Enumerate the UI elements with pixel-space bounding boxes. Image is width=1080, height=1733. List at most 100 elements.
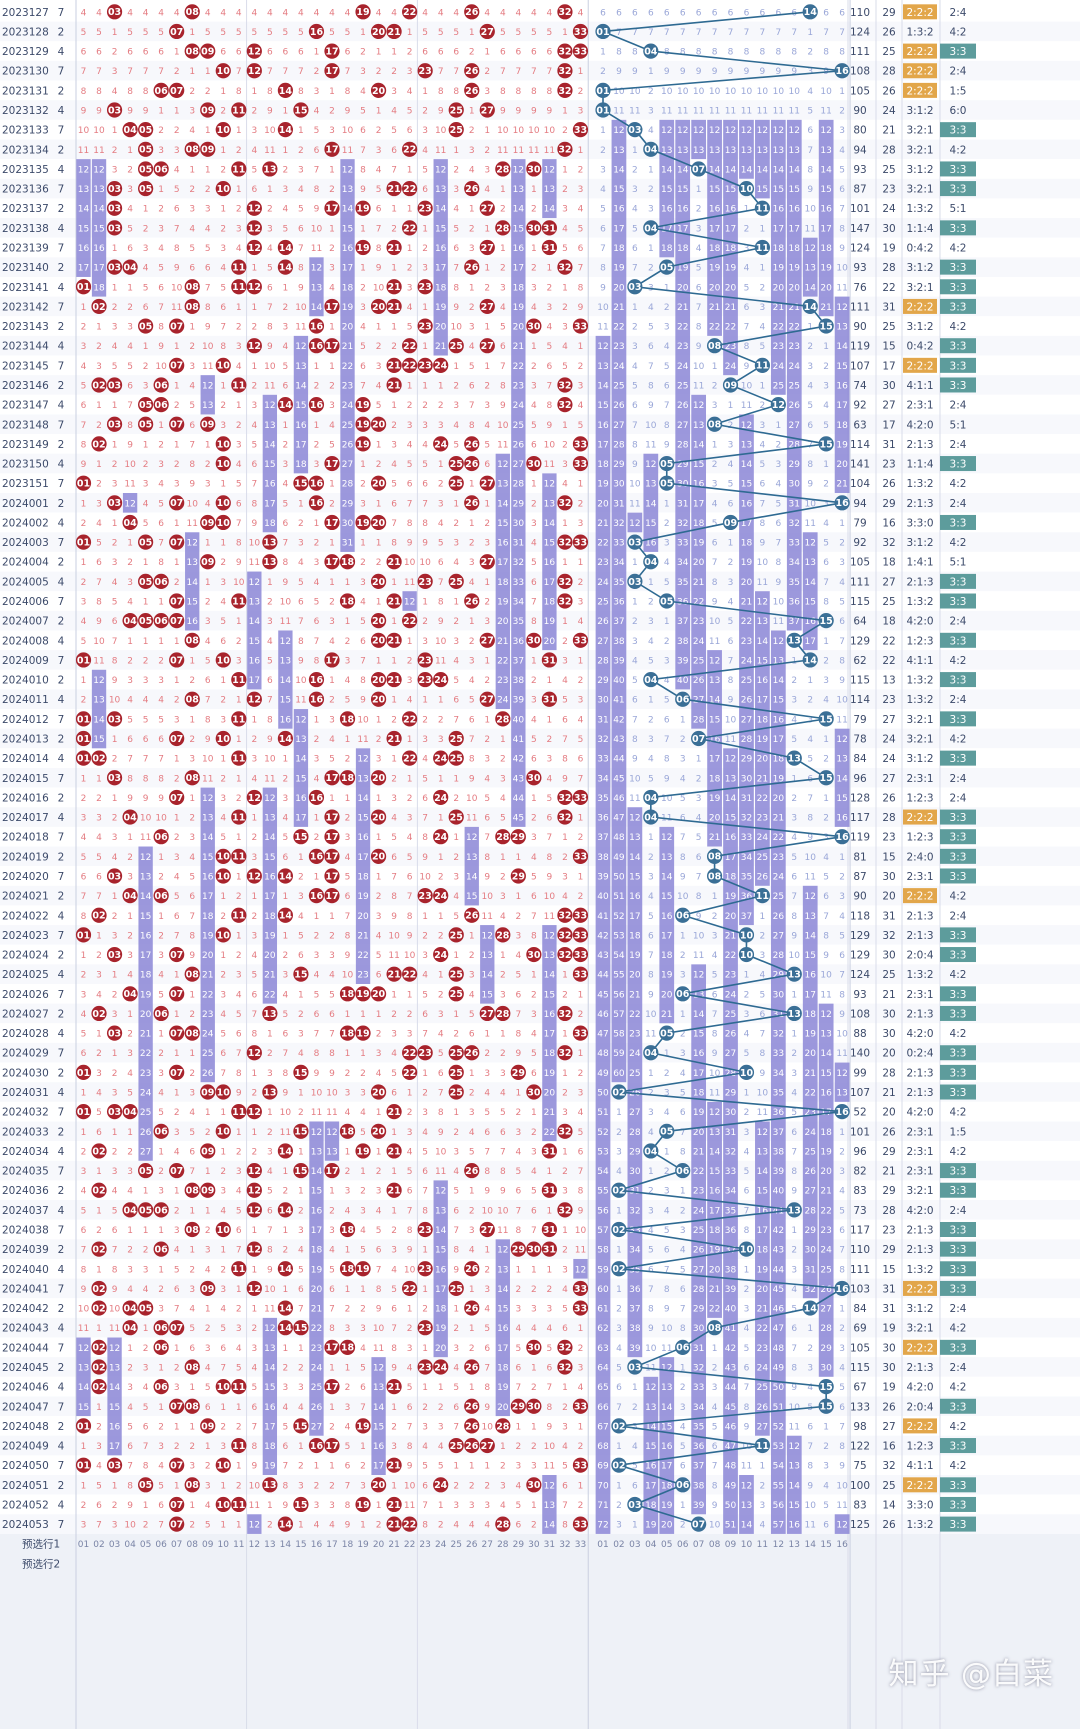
blue-omission-value: 27 <box>677 421 688 431</box>
red-omission-value: 23 <box>342 381 353 391</box>
ratio-value: 4:2:0 <box>906 1382 933 1394</box>
red-omission-value: 20 <box>357 912 369 922</box>
blue-omission-value: 19 <box>757 735 769 745</box>
blue-ball-number: 06 <box>676 1166 690 1177</box>
blue-omission-value: 15 <box>757 1187 768 1197</box>
red-omission-value: 18 <box>497 578 509 588</box>
red-omission-value: 8 <box>345 87 351 97</box>
red-omission-value: 1 <box>469 617 475 627</box>
blue-omission-value: 3 <box>680 755 686 765</box>
mod-value: 4 <box>58 105 65 117</box>
red-omission-value: 1 <box>376 48 382 58</box>
red-omission-value: 2 <box>391 421 397 431</box>
red-omission-value: 19 <box>435 1324 447 1334</box>
red-omission-value: 6 <box>407 1187 413 1197</box>
period-label: 2023134 <box>2 144 49 156</box>
blue-omission-value: 15 <box>613 185 624 195</box>
red-omission-value: 8 <box>236 87 242 97</box>
red-ball-number: 08 <box>186 1362 200 1373</box>
blue-omission-value: 2 <box>648 87 654 97</box>
red-omission-value: 15 <box>482 990 493 1000</box>
red-omission-value: 7 <box>484 1147 490 1157</box>
red-ball-number: 27 <box>481 105 494 116</box>
red-omission-value: 1 <box>112 519 118 529</box>
ratio-value: 4:1:1 <box>906 1460 933 1472</box>
pattern-value: 3:3 <box>950 851 967 863</box>
red-ball-number: 33 <box>574 793 587 804</box>
red-omission-value: 2 <box>469 224 475 234</box>
blue-omission-value: 9 <box>760 539 766 549</box>
red-omission-value: 6 <box>81 872 87 882</box>
red-ball-number: 22 <box>403 341 416 352</box>
period-label: 2024034 <box>2 1146 49 1158</box>
red-omission-value: 18 <box>264 1442 276 1452</box>
blue-omission-value: 2 <box>823 814 829 824</box>
red-omission-value: 4 <box>329 735 335 745</box>
red-omission-value: 6 <box>314 146 320 156</box>
red-omission-value: 15 <box>186 598 197 608</box>
red-omission-value: 1 <box>205 1108 211 1118</box>
period-label: 2024042 <box>2 1303 49 1315</box>
blue-omission-value: 7 <box>775 539 781 549</box>
blue-omission-value: 6 <box>632 244 638 254</box>
red-omission-value: 12 <box>78 1344 89 1354</box>
red-omission-value: 6 <box>391 146 397 156</box>
blue-ball-number: 03 <box>628 125 641 136</box>
red-ball-number: 08 <box>186 1480 200 1491</box>
blue-omission-value: 3 <box>791 1069 797 1079</box>
red-omission-value: 1 <box>438 1501 444 1511</box>
red-ball-number: 14 <box>279 1205 293 1216</box>
red-ball-number: 20 <box>372 989 386 1000</box>
span-value: 28 <box>882 812 895 824</box>
blue-omission-value: 9 <box>632 755 638 765</box>
blue-omission-value: 30 <box>693 1324 705 1334</box>
blue-omission-value: 43 <box>613 735 624 745</box>
blue-omission-value: 9 <box>775 578 781 588</box>
red-omission-value: 23 <box>311 1344 322 1354</box>
red-omission-value: 4 <box>127 598 133 608</box>
red-omission-value: 5 <box>112 1206 118 1216</box>
red-omission-value: 12 <box>311 264 322 274</box>
blue-omission-value: 49 <box>773 1363 785 1373</box>
red-omission-value: 15 <box>497 1305 508 1315</box>
red-omission-value: 4 <box>531 1167 537 1177</box>
red-omission-value: 1 <box>345 617 351 627</box>
red-omission-value: 1 <box>407 244 413 254</box>
red-omission-value: 19 <box>202 931 214 941</box>
red-omission-value: 9 <box>251 519 257 529</box>
red-omission-value: 13 <box>544 185 555 195</box>
red-ball-number: 29 <box>512 871 525 882</box>
blue-omission-value: 30 <box>741 774 753 784</box>
blue-omission-value: 24 <box>629 1049 641 1059</box>
red-omission-value: 6 <box>96 48 102 58</box>
red-omission-value: 7 <box>531 67 537 77</box>
red-omission-value: 6 <box>267 283 273 293</box>
blue-omission-value: 1 <box>648 833 654 843</box>
red-omission-value: 1 <box>329 539 335 549</box>
red-omission-value: 3 <box>189 1462 195 1472</box>
red-omission-value: 16 <box>264 872 276 882</box>
red-omission-value: 1 <box>174 1187 180 1197</box>
red-omission-value: 6 <box>81 48 87 58</box>
red-omission-value: 3 <box>391 87 397 97</box>
red-omission-value: 8 <box>469 421 475 431</box>
blue-omission-value: 37 <box>773 1128 784 1138</box>
red-omission-value: 3 <box>453 1147 459 1157</box>
red-omission-value: 1 <box>220 381 226 391</box>
period-label: 2023128 <box>2 26 49 38</box>
blue-omission-value: 6 <box>680 8 686 18</box>
blue-omission-value: 9 <box>648 1324 654 1334</box>
red-omission-value: 1 <box>205 165 211 175</box>
red-omission-value: 2 <box>158 205 164 215</box>
red-omission-value: 39 <box>513 696 525 706</box>
blue-omission-value: 1 <box>680 1187 686 1197</box>
red-omission-value: 5 <box>96 853 102 863</box>
red-ball-number: 26 <box>465 86 479 97</box>
red-omission-value: 3 <box>453 637 459 647</box>
red-ball-number: 32 <box>558 380 571 391</box>
span-value: 21 <box>882 125 895 137</box>
blue-omission-value: 13 <box>836 1089 847 1099</box>
red-omission-value: 2 <box>360 558 366 568</box>
red-omission-value: 5 <box>205 1383 211 1393</box>
red-omission-value: 6 <box>158 1501 164 1511</box>
